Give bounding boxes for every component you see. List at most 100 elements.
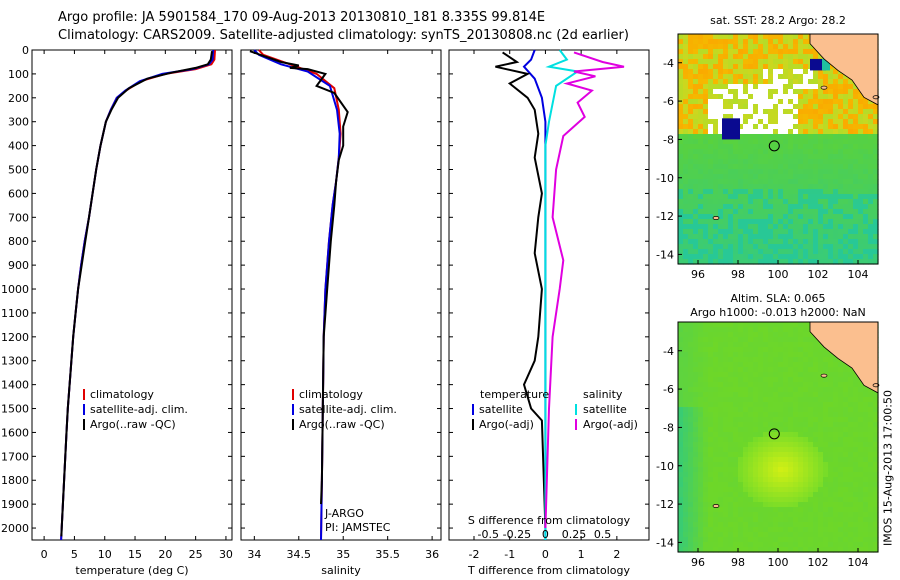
map-cell <box>688 234 694 240</box>
map-cell <box>728 54 734 60</box>
map-cell <box>683 357 689 363</box>
map-cell <box>808 189 814 195</box>
map-cell <box>733 99 739 105</box>
map-cell <box>683 169 689 175</box>
map-cell <box>738 462 744 468</box>
map-cell <box>743 412 749 418</box>
map-cell <box>723 189 729 195</box>
map-cell <box>723 507 729 513</box>
map-cell <box>723 437 729 443</box>
map-cell <box>838 214 844 220</box>
map-cell <box>823 179 829 185</box>
map-cell <box>758 154 764 160</box>
map-cell <box>848 94 854 100</box>
map-cell <box>718 447 724 453</box>
map-cell <box>683 542 689 548</box>
map-cell <box>773 422 779 428</box>
map-cell <box>853 139 859 145</box>
map-cell <box>688 224 694 230</box>
map-cell <box>813 144 819 150</box>
map-cell <box>768 462 774 468</box>
map-cell <box>778 184 784 190</box>
map-cell <box>793 74 799 80</box>
map-cell <box>853 492 859 498</box>
map-cell <box>738 342 744 348</box>
map-cell <box>688 487 694 493</box>
map-cell <box>693 472 699 478</box>
map-cell <box>703 109 709 115</box>
map-cell <box>838 392 844 398</box>
map-cell <box>853 417 859 423</box>
map-cell <box>873 547 879 553</box>
map-cell <box>748 407 754 413</box>
map-cell <box>703 54 709 60</box>
map-cell <box>873 522 879 528</box>
map-cell <box>793 457 799 463</box>
map-cell <box>718 362 724 368</box>
map-cell <box>828 417 834 423</box>
map-cell <box>843 129 849 135</box>
map-cell <box>808 447 814 453</box>
map-cell <box>858 512 864 518</box>
map-cell <box>688 322 694 328</box>
map-cell <box>813 189 819 195</box>
map-cell <box>708 352 714 358</box>
map-cell <box>818 377 824 383</box>
map-cell <box>823 547 829 553</box>
map-cell <box>808 467 814 473</box>
map-cell <box>723 239 729 245</box>
map-cell <box>678 164 684 170</box>
map-cell <box>833 447 839 453</box>
map-cell <box>683 184 689 190</box>
map-cell <box>773 144 779 150</box>
map-cell <box>788 482 794 488</box>
map-cell <box>848 482 854 488</box>
map-cell <box>833 407 839 413</box>
map-cell <box>678 367 684 373</box>
map-cell <box>713 104 719 110</box>
map-cell <box>733 452 739 458</box>
map-cell <box>828 512 834 518</box>
y-tick-label: -12 <box>656 210 674 223</box>
map-cell <box>863 517 869 523</box>
map-cell <box>748 204 754 210</box>
map-cell <box>708 407 714 413</box>
map-cell <box>858 124 864 130</box>
map-cell <box>743 492 749 498</box>
map-cell <box>858 517 864 523</box>
map-cell <box>828 497 834 503</box>
map-cell <box>858 189 864 195</box>
x-tick-label: 0 <box>41 548 48 561</box>
map-cell <box>683 367 689 373</box>
map-cell <box>793 402 799 408</box>
map-cell <box>703 219 709 225</box>
map-cell <box>763 179 769 185</box>
map-cell <box>773 229 779 235</box>
map-cell <box>843 144 849 150</box>
map-cell <box>733 537 739 543</box>
map-cell <box>683 327 689 333</box>
map-cell <box>798 89 804 95</box>
map-cell <box>703 382 709 388</box>
map-cell <box>773 357 779 363</box>
map-cell <box>828 174 834 180</box>
map-cell <box>863 169 869 175</box>
map-cell <box>763 462 769 468</box>
map-cell <box>863 442 869 448</box>
map-cell <box>828 249 834 255</box>
map-cell <box>733 512 739 518</box>
map-cell <box>823 189 829 195</box>
map-cell <box>763 427 769 433</box>
map-cell <box>798 64 804 70</box>
map-cell <box>683 189 689 195</box>
map-cell <box>728 452 734 458</box>
map-cell <box>683 537 689 543</box>
map-cell <box>733 532 739 538</box>
map-cell <box>713 164 719 170</box>
map-cell <box>703 129 709 135</box>
map-cell <box>773 362 779 368</box>
map-cell <box>843 94 849 100</box>
map-cell <box>768 457 774 463</box>
map-cell <box>868 239 874 245</box>
map-cell <box>773 129 779 135</box>
